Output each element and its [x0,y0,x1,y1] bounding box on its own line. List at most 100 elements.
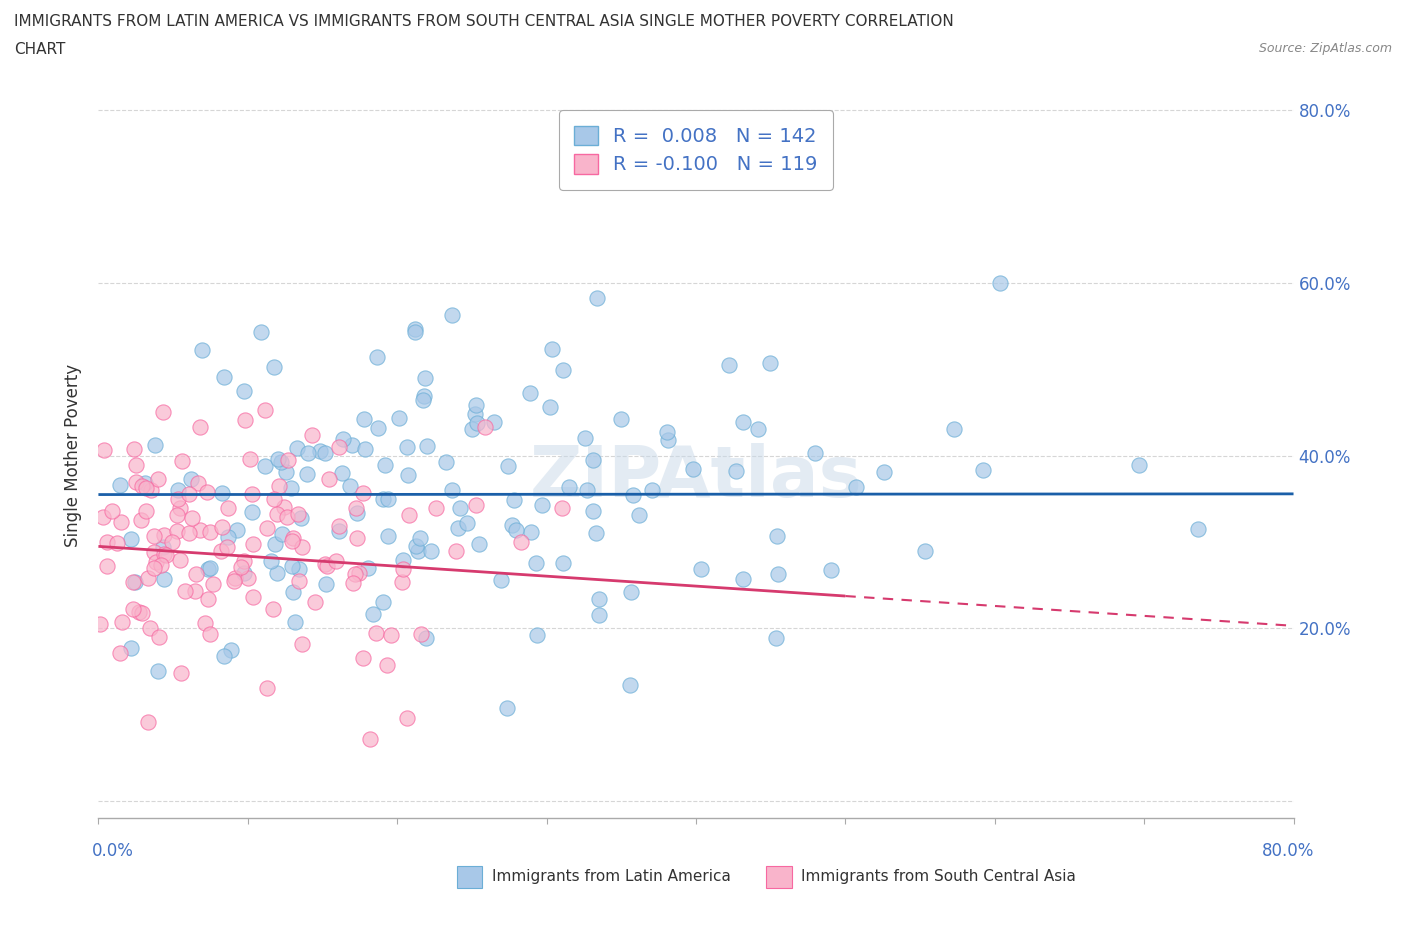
Point [267,451,290,466]
Point [620,584,643,599]
Point [505,523,527,538]
Point [260,554,283,569]
Text: Immigrants from Latin America: Immigrants from Latin America [492,869,731,883]
Point [408,531,430,546]
Point [420,543,443,558]
Point [283,531,305,546]
Point [765,631,787,645]
Point [409,627,432,642]
Point [1187,522,1209,537]
Point [588,591,610,606]
Point [110,514,132,529]
Point [142,561,165,576]
Point [682,462,704,477]
Point [143,437,166,452]
Point [177,525,200,540]
Point [314,445,336,460]
Point [467,537,489,551]
Point [641,483,664,498]
Text: 80.0%: 80.0% [1263,842,1315,860]
Point [197,562,219,577]
Point [101,504,124,519]
Point [361,606,384,621]
Point [330,466,353,481]
Text: IMMIGRANTS FROM LATIN AMERICA VS IMMIGRANTS FROM SOUTH CENTRAL ASIA SINGLE MOTHE: IMMIGRANTS FROM LATIN AMERICA VS IMMIGRA… [14,14,953,29]
Point [342,576,364,591]
Point [359,732,381,747]
Point [344,500,367,515]
Point [276,509,298,524]
Point [129,513,152,528]
Point [461,422,484,437]
Point [264,537,287,551]
Point [395,440,418,455]
Point [354,441,377,456]
Point [395,711,418,725]
Point [263,359,285,374]
Point [233,413,256,428]
Point [224,570,246,585]
Point [619,678,641,693]
Point [474,419,496,434]
Point [412,392,434,407]
Point [120,531,142,546]
Point [180,512,202,526]
Point [174,583,197,598]
Point [872,464,894,479]
Point [131,478,153,493]
Point [441,482,464,497]
Point [242,505,264,520]
Point [315,577,337,591]
Point [450,500,472,515]
Point [211,520,233,535]
Point [91,510,114,525]
Point [266,507,288,522]
Point [318,472,340,486]
Point [153,547,176,562]
Point [627,508,650,523]
Point [392,552,415,567]
Point [353,412,375,427]
Point [139,620,162,635]
Point [169,500,191,515]
Point [217,501,239,516]
Point [288,562,311,577]
Point [287,506,309,521]
Point [804,446,827,461]
Point [273,499,295,514]
Point [456,515,478,530]
Point [380,628,402,643]
Point [297,445,319,460]
Text: Source: ZipAtlas.com: Source: ZipAtlas.com [1258,42,1392,55]
Point [501,517,523,532]
Point [217,529,239,544]
Point [367,420,389,435]
Point [166,483,188,498]
Point [759,355,782,370]
Point [328,519,350,534]
Point [152,539,174,554]
Point [295,467,318,482]
Point [657,432,679,447]
Point [377,528,399,543]
Point [169,552,191,567]
Point [526,628,548,643]
Point [121,575,143,590]
Point [316,558,339,573]
Point [242,537,264,551]
Point [340,438,363,453]
Point [377,492,399,507]
Point [357,561,380,576]
Point [170,665,193,680]
Point [519,386,541,401]
Point [398,508,420,523]
Point [747,421,769,436]
Point [266,565,288,580]
Text: 0.0%: 0.0% [91,842,134,860]
Point [391,575,413,590]
Point [314,557,336,572]
Point [105,536,128,551]
Point [180,472,202,486]
Point [689,561,711,576]
Point [131,605,153,620]
